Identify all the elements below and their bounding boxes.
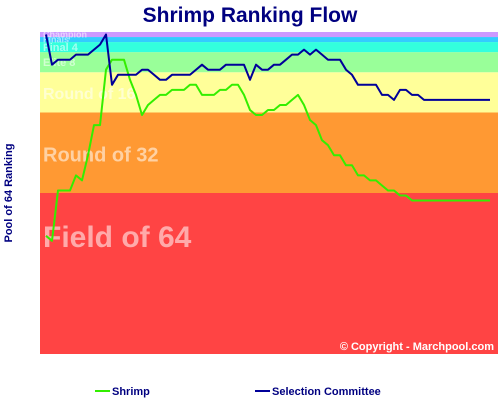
series-line-selection-committee bbox=[45, 33, 490, 101]
bands-group bbox=[40, 32, 498, 354]
series-line-shrimp bbox=[45, 58, 490, 242]
band-finals bbox=[40, 37, 498, 43]
copyright-notice: © Copyright - Marchpool.com bbox=[340, 341, 494, 353]
band-elite-8 bbox=[40, 52, 498, 73]
band-round-of-32 bbox=[40, 112, 498, 193]
legend-label-shrimp: Shrimp bbox=[112, 386, 150, 398]
band-label-finals: Finals bbox=[43, 35, 69, 45]
band-label-round-of-16: Round of 16 bbox=[43, 86, 136, 103]
band-label-final-4: Final 4 bbox=[43, 42, 79, 54]
legend: Shrimp Selection Committee bbox=[95, 386, 381, 398]
band-label-field-of-64: Field of 64 bbox=[43, 221, 192, 254]
band-label-round-of-32: Round of 32 bbox=[43, 144, 159, 166]
legend-label-selection-committee: Selection Committee bbox=[272, 386, 381, 398]
band-field-of-64 bbox=[40, 193, 498, 354]
band-label-champion: Champion bbox=[43, 30, 87, 40]
lines-group bbox=[45, 33, 490, 242]
band-final-4 bbox=[40, 42, 498, 53]
chart-title: Shrimp Ranking Flow bbox=[143, 4, 358, 27]
band-champion bbox=[40, 32, 498, 38]
y-axis-label: Pool of 64 Ranking bbox=[3, 143, 15, 242]
